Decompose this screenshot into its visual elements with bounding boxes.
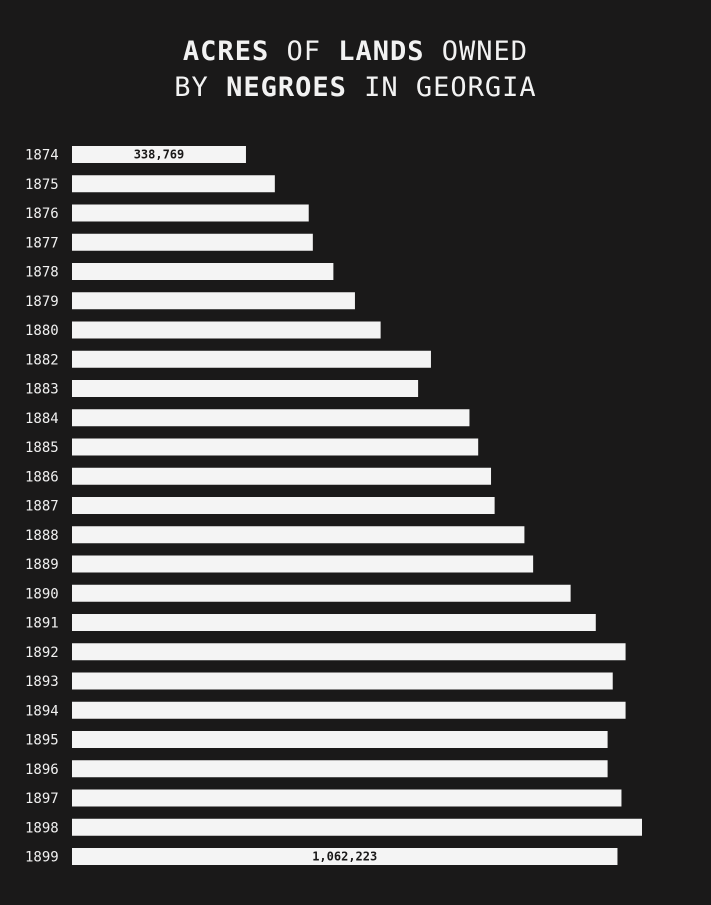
bar	[72, 350, 431, 368]
bar	[72, 818, 642, 836]
year-label: 1878	[25, 265, 59, 281]
title-word: NEGROES	[226, 72, 347, 103]
year-label: 1884	[25, 411, 59, 427]
bar	[72, 555, 534, 573]
bar-value-label: 1,062,223	[312, 850, 377, 864]
bar	[72, 438, 479, 456]
year-label: 1897	[25, 791, 59, 807]
year-label: 1896	[25, 762, 59, 778]
year-label: 1887	[25, 499, 59, 515]
year-label: 1893	[25, 674, 59, 690]
year-label: 1889	[25, 557, 59, 573]
bar	[72, 204, 309, 222]
bar	[72, 409, 470, 427]
year-label: 1874	[25, 148, 59, 164]
bar	[72, 497, 495, 514]
bar	[72, 731, 608, 748]
bar	[72, 233, 313, 251]
bar	[72, 643, 626, 661]
bar	[72, 584, 571, 602]
title-word: OWNED	[424, 36, 529, 67]
year-label: 1882	[25, 352, 59, 368]
year-label: 1890	[25, 586, 59, 602]
bar	[72, 701, 626, 719]
bar-value-label: 338,769	[134, 148, 185, 162]
chart-title: ACRES OF LANDS OWNED BY NEGROES IN GEORG…	[0, 34, 711, 106]
bar	[72, 175, 275, 193]
bar	[72, 789, 622, 807]
year-label: 1891	[25, 616, 59, 632]
title-word: LANDS	[338, 36, 425, 67]
bar	[72, 672, 613, 690]
year-label: 1899	[25, 850, 59, 866]
year-label: 1888	[25, 528, 59, 544]
year-label: 1880	[25, 323, 59, 339]
year-label: 1879	[25, 294, 59, 310]
title-word: ACRES	[182, 36, 270, 67]
bar	[72, 292, 355, 310]
bar	[72, 263, 334, 280]
year-label: 1895	[25, 733, 59, 749]
year-label: 1883	[25, 382, 59, 398]
bar	[72, 380, 419, 397]
bar	[72, 146, 246, 163]
year-label: 1877	[25, 235, 59, 251]
year-label: 1886	[25, 469, 59, 485]
title-word: BY	[174, 72, 227, 103]
bar	[72, 848, 618, 865]
year-label: 1875	[25, 177, 59, 193]
title-line-2: BY NEGROES IN GEORGIA	[0, 70, 711, 106]
bar	[72, 321, 381, 339]
title-line-1: ACRES OF LANDS OWNED	[0, 34, 711, 70]
year-label: 1894	[25, 703, 59, 719]
year-label: 1892	[25, 645, 59, 661]
bar	[72, 526, 525, 544]
bar	[72, 467, 492, 485]
bar	[72, 614, 596, 631]
title-word: IN GEORGIA	[346, 72, 537, 103]
bar	[72, 760, 608, 778]
title-word: OF	[269, 36, 339, 67]
year-label: 1898	[25, 820, 59, 836]
year-label: 1885	[25, 440, 59, 456]
year-label: 1876	[25, 206, 59, 222]
